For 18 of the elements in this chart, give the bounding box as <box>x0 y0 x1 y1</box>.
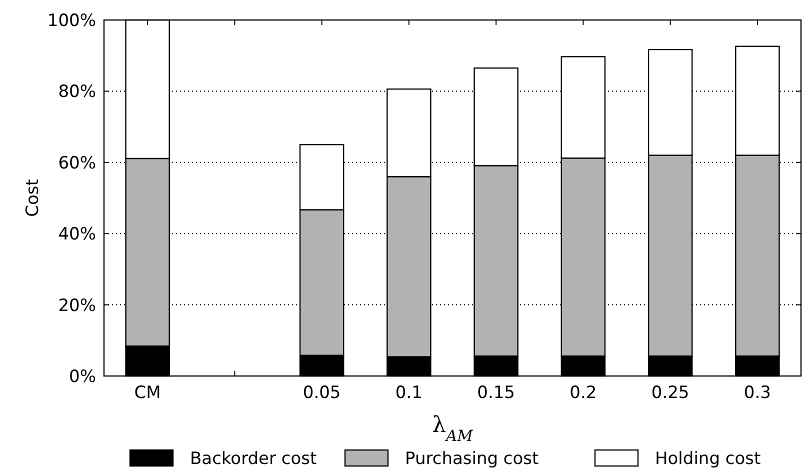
x-tick-label: 0.1 <box>395 383 422 403</box>
x-tick-label: CM <box>134 383 161 403</box>
x-axis-title: λ$_{AM}$ <box>432 413 474 445</box>
x-tick-label: 0.2 <box>570 383 597 403</box>
y-tick-label: 0% <box>69 366 96 387</box>
x-tick-label: 0.05 <box>302 383 341 403</box>
y-tick-label: 20% <box>58 296 96 316</box>
legend-label: Purchasing cost <box>405 448 540 469</box>
x-tick-label: 0.3 <box>744 383 771 403</box>
x-tick-label: 0.25 <box>651 383 690 403</box>
legend-label: Holding cost <box>655 448 761 469</box>
x-tick-label: 0.15 <box>477 383 515 403</box>
y-tick-label: 60% <box>58 153 96 174</box>
legend-label: Backorder cost <box>190 448 318 469</box>
y-tick-label: 100% <box>47 10 96 31</box>
y-axis-title: Cost <box>23 178 43 217</box>
y-tick-label: 40% <box>58 224 96 245</box>
y-tick-label: 80% <box>58 82 96 102</box>
